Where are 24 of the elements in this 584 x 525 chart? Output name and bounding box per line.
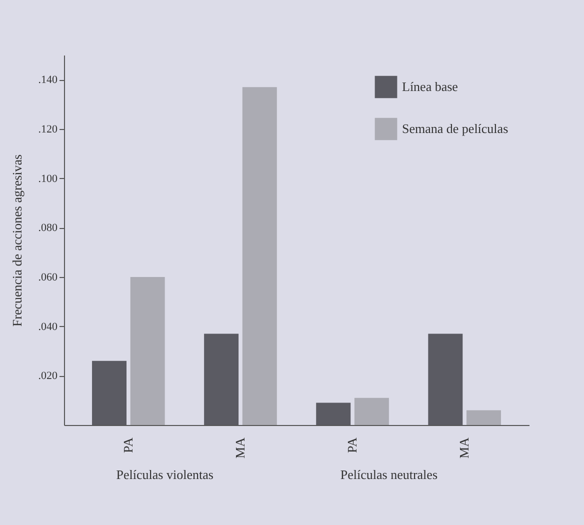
bar xyxy=(204,334,239,425)
y-tick-label: .040 xyxy=(38,320,58,333)
y-tick-label: .060 xyxy=(38,272,58,284)
x-tick-label: PA xyxy=(120,436,136,453)
y-tick-label: .080 xyxy=(38,222,58,234)
text: Películas neutrales xyxy=(340,467,438,482)
legend-label: Línea base xyxy=(402,79,458,94)
y-axis-title: Frecuencia de acciones agresivas xyxy=(9,154,24,327)
x-tick-label: MA xyxy=(232,436,248,458)
bar xyxy=(316,402,351,425)
y-tick-label: .140 xyxy=(38,74,58,86)
x-tick-label: PA xyxy=(344,436,360,453)
bar xyxy=(92,360,127,425)
bar xyxy=(354,398,389,425)
bar xyxy=(242,87,277,425)
legend-label: Semana de películas xyxy=(402,121,508,136)
x-tick-label: MA xyxy=(456,436,472,458)
bar xyxy=(428,334,463,425)
y-tick-label: .020 xyxy=(38,370,58,382)
text: Películas violentas xyxy=(116,467,214,482)
y-tick-label: .100 xyxy=(38,172,58,185)
bar xyxy=(130,277,165,425)
y-tick-label: .120 xyxy=(38,124,58,136)
bar xyxy=(466,410,501,425)
